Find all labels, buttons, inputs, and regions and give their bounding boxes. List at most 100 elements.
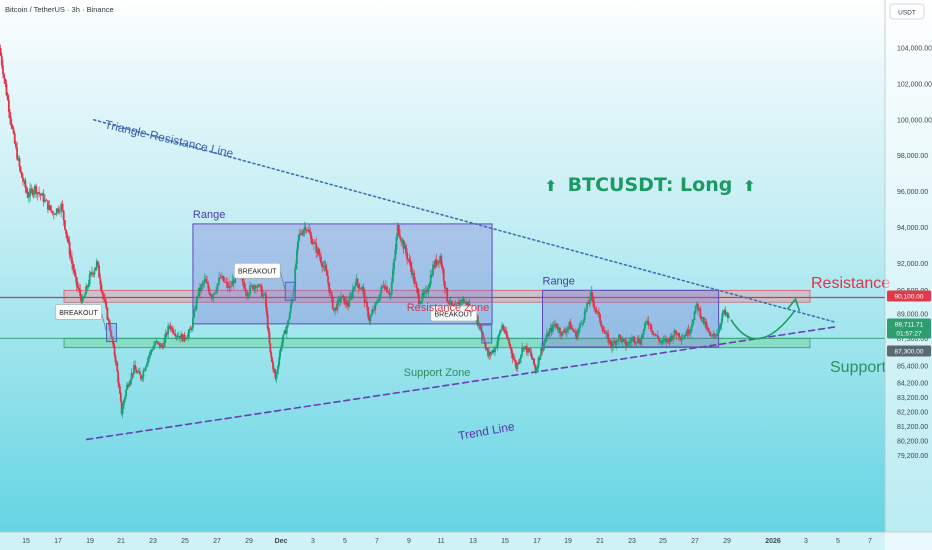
candle-body xyxy=(328,282,331,293)
candle-body xyxy=(511,353,514,359)
candle-body xyxy=(154,342,157,346)
candle-body xyxy=(403,245,406,249)
candle-body xyxy=(303,227,306,231)
x-tick-label: 27 xyxy=(691,538,699,545)
support-label: Support xyxy=(830,359,887,376)
candle-body xyxy=(507,337,509,341)
candle-body xyxy=(439,256,442,263)
candle-body xyxy=(171,327,174,333)
candle-body xyxy=(654,334,657,336)
candle-body xyxy=(629,341,632,343)
candle-body xyxy=(29,188,31,197)
candle-body xyxy=(68,241,71,255)
x-tick-label: 7 xyxy=(868,538,872,545)
candle-body xyxy=(681,338,684,340)
candle-body xyxy=(699,308,702,318)
candle-body xyxy=(305,230,308,232)
price-tag-label: 88,711.71 xyxy=(895,322,924,329)
candle-body xyxy=(502,325,505,330)
candle-body xyxy=(167,325,170,335)
candle-body xyxy=(702,317,705,324)
candle-body xyxy=(200,285,203,292)
candle-body xyxy=(625,341,627,348)
candle-body xyxy=(588,301,591,304)
candle-body xyxy=(202,282,205,284)
candle-body xyxy=(125,389,128,397)
currency-button[interactable]: USDT xyxy=(889,3,925,20)
candle-body xyxy=(355,278,358,286)
candle-body xyxy=(94,267,97,271)
candle-body xyxy=(717,333,719,335)
candle-body xyxy=(207,283,210,289)
candle-body xyxy=(664,339,666,341)
candle-body xyxy=(371,309,374,314)
y-tick-label: 100,000.00 xyxy=(897,117,932,124)
candle-body xyxy=(388,293,391,295)
candle-body xyxy=(23,180,26,182)
candle-body xyxy=(334,307,337,311)
candle-body xyxy=(243,281,246,289)
candle-body xyxy=(616,340,619,342)
candle-body xyxy=(582,320,585,323)
candle-body xyxy=(508,340,511,345)
candle-body xyxy=(287,320,289,327)
candle-body xyxy=(727,313,729,318)
price-tag xyxy=(887,327,931,339)
candle-body xyxy=(205,279,207,283)
candle-body xyxy=(300,233,302,235)
candle-body xyxy=(660,341,663,343)
candle-body xyxy=(347,304,349,307)
candle-body xyxy=(175,335,178,337)
candle-body xyxy=(93,270,96,275)
candle-body xyxy=(466,301,469,306)
candle-body xyxy=(360,288,362,290)
candle-body xyxy=(370,313,373,316)
candle-body xyxy=(691,323,693,328)
x-tick-label: 19 xyxy=(86,538,94,545)
candle-body xyxy=(244,288,247,292)
candle-body xyxy=(119,393,122,402)
candle-body xyxy=(542,344,545,351)
candle-body xyxy=(112,343,115,346)
candle-body xyxy=(294,268,297,286)
candle-body xyxy=(265,293,267,308)
candle-body xyxy=(273,369,276,374)
candle-body xyxy=(26,192,29,198)
candle-body xyxy=(682,337,685,339)
projection-arrowhead xyxy=(786,297,801,312)
candle-body xyxy=(462,298,465,303)
currency-button-label[interactable]: USDT xyxy=(898,10,916,17)
candle-body xyxy=(289,305,292,313)
candle-body xyxy=(692,320,695,324)
candle-body xyxy=(395,236,398,250)
y-tick-label: 83,200.00 xyxy=(897,395,928,402)
candle-body xyxy=(119,386,121,394)
candle-body xyxy=(226,282,229,289)
candle-body xyxy=(428,283,431,289)
candle-body xyxy=(698,308,701,311)
candle-body xyxy=(632,336,634,339)
price-tag xyxy=(887,318,931,330)
candle-body xyxy=(707,328,710,332)
candle-body xyxy=(169,325,172,330)
candle-body xyxy=(276,369,279,373)
candle-body xyxy=(536,366,539,369)
candle-body xyxy=(643,323,646,330)
candle-body xyxy=(263,293,266,295)
candle-body xyxy=(336,300,339,310)
candle-body xyxy=(550,327,553,332)
candle-body xyxy=(170,327,173,330)
candle-body xyxy=(487,349,489,357)
candle-body xyxy=(512,358,515,360)
breakout-label: BREAKOUT xyxy=(238,269,277,276)
x-tick-label: 17 xyxy=(533,538,541,545)
candle-body xyxy=(540,347,543,356)
candle-body xyxy=(399,234,401,239)
candle-body xyxy=(206,282,208,284)
breakout-leader xyxy=(101,312,107,333)
candle-body xyxy=(669,335,672,342)
candle-body xyxy=(494,348,496,353)
candle-body xyxy=(64,220,66,230)
candle-body xyxy=(45,199,48,201)
